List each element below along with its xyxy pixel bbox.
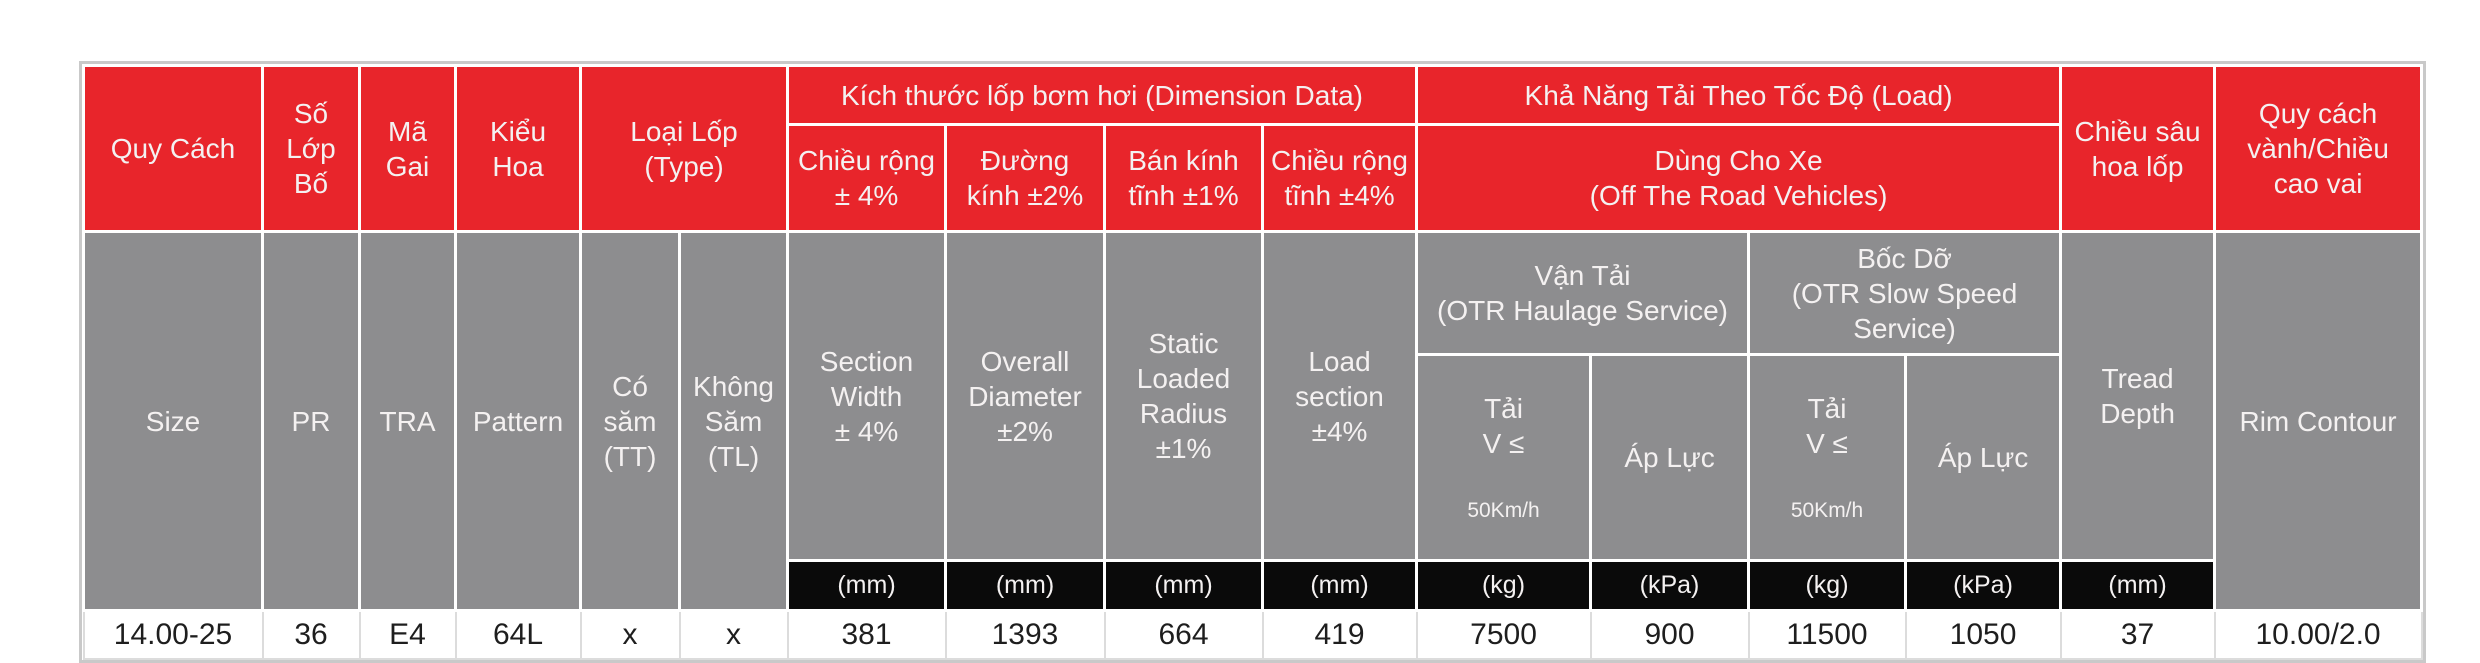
table-row: 14.00-25 36 E4 64L x x 381 1393 664 419 …: [82, 609, 2423, 660]
header-tra: TRA: [358, 229, 457, 613]
header-pr: PR: [261, 229, 361, 613]
header-section-width: Section Width ± 4%: [786, 229, 947, 563]
header-overall-diameter: Overall Diameter ±2%: [944, 229, 1106, 563]
header-duong-kinh: Đường kính ±2%: [944, 123, 1106, 233]
unit-section-width-mm: (mm): [786, 559, 947, 613]
header-ban-kinh-tinh: Bán kính tĩnh ±1%: [1103, 123, 1264, 233]
cell-tube-type-tt: x: [579, 609, 681, 660]
cell-rim-contour: 10.00/2.0: [2213, 609, 2423, 660]
cell-slow-speed-load: 11500: [1747, 609, 1907, 660]
header-rim-contour: Rim Contour: [2213, 229, 2424, 613]
unit-haulage-load-kg: (kg): [1415, 559, 1593, 613]
unit-haulage-pressure-kpa: (kPa): [1589, 559, 1751, 613]
header-kieu-hoa: Kiểu Hoa: [454, 64, 582, 233]
header-chieu-rong-tinh: Chiều rộng tĩnh ±4%: [1260, 123, 1419, 233]
header-slow-speed-service-group: Bốc Dỡ (OTR Slow Speed Service): [1747, 230, 2063, 356]
tire-spec-grid: Quy Cách Số Lớp Bố Mã Gai Kiểu Hoa Loại …: [82, 64, 2424, 660]
header-tubeless-tl: Không Săm (TL): [678, 229, 789, 613]
header-pattern: Pattern: [454, 229, 582, 613]
header-chieu-rong: Chiều rộng ± 4%: [786, 123, 947, 233]
unit-overall-diameter-mm: (mm): [944, 559, 1106, 613]
cell-tra: E4: [358, 609, 457, 660]
cell-pattern: 64L: [454, 609, 582, 660]
slow-speed-load-label: Tải V ≤: [1806, 393, 1848, 459]
slow-speed-load-speed-label: 50Km/h: [1790, 499, 1864, 522]
unit-tread-depth-mm: (mm): [2059, 559, 2217, 613]
tire-spec-table: Quy Cách Số Lớp Bố Mã Gai Kiểu Hoa Loại …: [79, 61, 2427, 663]
header-quy-cach-vanh: Quy cách vành/Chiều cao vai: [2213, 64, 2424, 233]
header-tread-depth: Tread Depth: [2059, 229, 2217, 563]
unit-slow-speed-pressure-kpa: (kPa): [1904, 559, 2063, 613]
cell-tubeless-tl: x: [678, 609, 789, 660]
cell-slow-speed-pressure: 1050: [1904, 609, 2062, 660]
cell-haulage-load: 7500: [1415, 609, 1592, 660]
header-haulage-pressure: Áp Lực: [1589, 352, 1751, 563]
haulage-load-speed-label: 50Km/h: [1467, 499, 1540, 522]
cell-pr: 36: [261, 609, 361, 660]
cell-static-loaded-radius: 664: [1103, 609, 1264, 660]
header-quy-cach: Quy Cách: [82, 64, 264, 233]
cell-section-width: 381: [786, 609, 947, 660]
header-tube-type-tt: Có săm (TT): [579, 229, 681, 613]
cell-load-section: 419: [1261, 609, 1418, 660]
cell-overall-diameter: 1393: [944, 609, 1106, 660]
cell-size: 14.00-25: [82, 609, 264, 660]
cell-tread-depth: 37: [2059, 609, 2216, 660]
unit-load-section-mm: (mm): [1260, 559, 1419, 613]
header-ma-gai: Mã Gai: [358, 64, 457, 233]
header-haulage-service-group: Vận Tải (OTR Haulage Service): [1415, 230, 1751, 356]
unit-slow-speed-load-kg: (kg): [1747, 559, 1908, 613]
unit-static-loaded-radius-mm: (mm): [1103, 559, 1264, 613]
header-dung-cho-xe: Dùng Cho Xe (Off The Road Vehicles): [1415, 123, 2063, 233]
header-chieu-sau-hoa-lop: Chiều sâu hoa lốp: [2059, 64, 2217, 233]
header-load-group: Khả Năng Tải Theo Tốc Độ (Load): [1415, 64, 2063, 126]
header-haulage-load: Tải V ≤ 50Km/h: [1415, 352, 1593, 563]
cell-haulage-pressure: 900: [1589, 609, 1750, 660]
header-so-lop-bo: Số Lớp Bố: [261, 64, 361, 233]
header-loai-lop-type: Loại Lốp (Type): [579, 64, 789, 233]
haulage-load-label: Tải V ≤: [1482, 393, 1525, 459]
header-dimension-data-group: Kích thước lốp bơm hơi (Dimension Data): [785, 64, 1419, 126]
header-slow-speed-pressure: Áp Lực: [1904, 352, 2063, 563]
header-static-loaded-radius: Static Loaded Radius ±1%: [1103, 229, 1264, 563]
header-slow-speed-load: Tải V ≤ 50Km/h: [1747, 352, 1908, 563]
header-load-section: Load section ±4%: [1260, 229, 1419, 563]
header-size: Size: [82, 229, 264, 613]
